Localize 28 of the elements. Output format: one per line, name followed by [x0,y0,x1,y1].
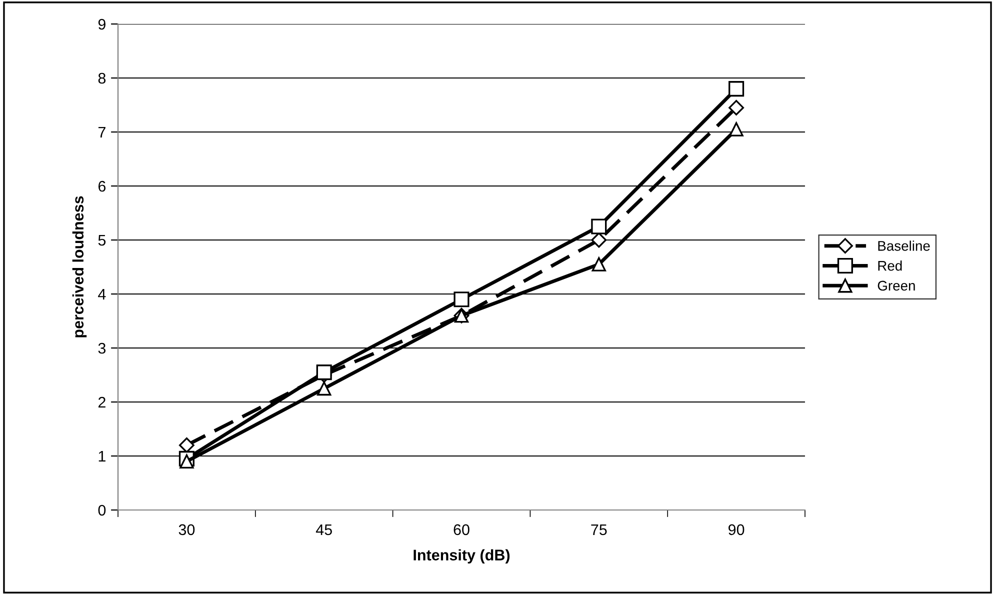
point [180,454,194,468]
point [316,364,332,380]
y-axis-title: perceived loudness [72,196,87,338]
y-tick-label: 0 [98,504,106,516]
y-tick-label: 9 [98,18,106,30]
x-tick-label: 75 [591,524,607,536]
point [729,122,744,136]
y-tick-label: 1 [98,451,106,462]
point [317,381,332,396]
y-tick-label: 6 [98,180,106,192]
point [454,292,470,308]
point [728,81,744,97]
point [591,218,607,234]
legend-label: Baseline [878,240,930,251]
y-tick-label: 8 [98,72,106,84]
x-tick-label: 30 [178,524,195,536]
legend-label: Green [878,280,915,291]
x-tick-label: 90 [728,524,744,536]
legend-label: Red [878,260,902,271]
y-tick-label: 2 [98,396,106,408]
y-tick-label: 3 [98,342,106,354]
y-tick-label: 7 [98,127,106,138]
y-tick-label: 4 [98,289,106,300]
point [592,257,606,272]
y-tick-label: 5 [98,235,106,246]
x-tick-label: 60 [454,524,470,536]
x-tick-label: 45 [316,524,332,536]
x-axis-title: Intensity (dB) [414,549,510,564]
